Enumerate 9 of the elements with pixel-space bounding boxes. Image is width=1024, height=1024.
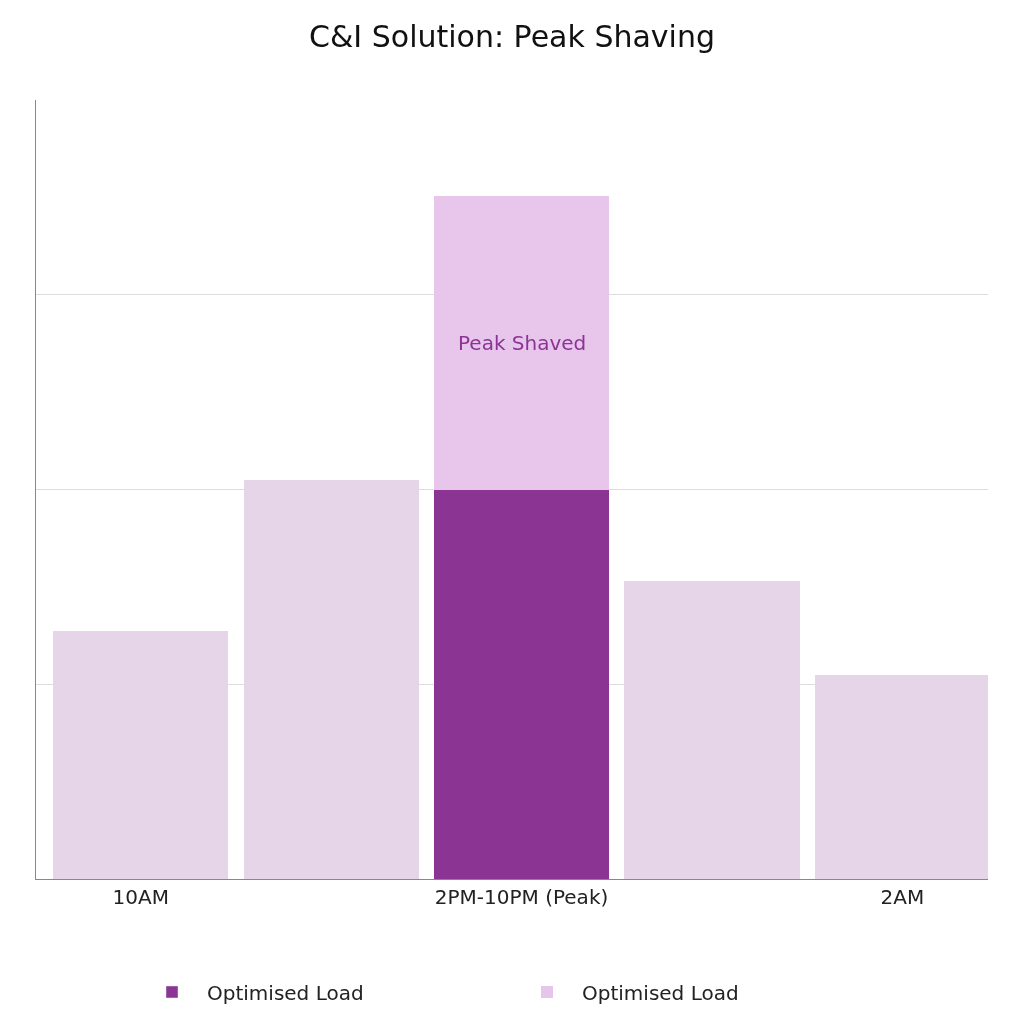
chart-title: C&I Solution: Peak Shaving xyxy=(309,18,715,54)
annotation: Peak Shaved xyxy=(458,331,587,355)
bar xyxy=(433,489,610,879)
x-tick-label: 2PM-10PM (Peak) xyxy=(434,885,609,909)
x-tick-label: 10AM xyxy=(112,885,169,909)
legend-label: Optimised Load xyxy=(207,980,364,1005)
bar xyxy=(433,195,610,490)
x-tick-label: 2AM xyxy=(880,885,925,909)
legend-label: Optimised Load xyxy=(582,980,739,1005)
